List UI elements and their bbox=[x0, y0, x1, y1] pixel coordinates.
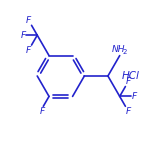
Text: F: F bbox=[26, 45, 31, 55]
Text: F: F bbox=[26, 16, 31, 25]
Text: F: F bbox=[40, 107, 45, 116]
Text: HCl: HCl bbox=[122, 71, 140, 81]
Text: F: F bbox=[132, 92, 137, 101]
Text: F: F bbox=[126, 77, 131, 86]
Text: 2: 2 bbox=[122, 49, 127, 55]
Text: F: F bbox=[20, 31, 25, 40]
Text: NH: NH bbox=[112, 45, 126, 54]
Text: F: F bbox=[126, 107, 131, 116]
